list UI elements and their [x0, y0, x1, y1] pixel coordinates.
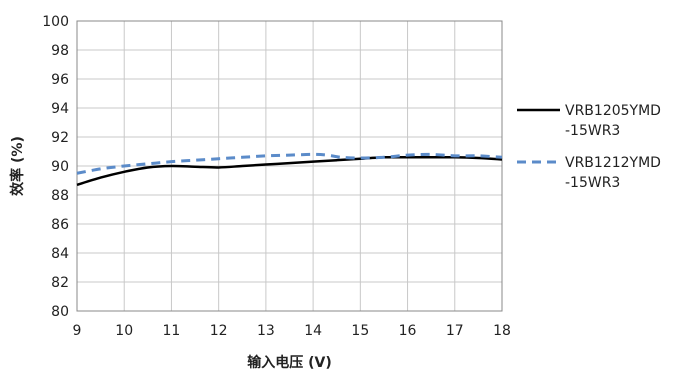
x-tick-label: 18 — [493, 323, 511, 339]
y-tick-label: 86 — [51, 217, 69, 233]
y-tick-label: 94 — [51, 101, 69, 117]
x-tick-label: 12 — [210, 323, 228, 339]
y-tick-label: 90 — [51, 159, 69, 175]
y-tick-label: 100 — [42, 14, 69, 30]
y-tick-label: 96 — [51, 72, 69, 88]
x-axis-title: 输入电压 (V) — [247, 354, 332, 371]
legend-label-2: VRB1212YMD -15WR3 — [565, 155, 661, 191]
plot-area-frame — [76, 20, 503, 312]
y-tick-label: 82 — [51, 275, 69, 291]
series-lines — [76, 152, 503, 187]
x-tick-label: 14 — [304, 323, 322, 339]
y-tick-label: 84 — [51, 246, 69, 262]
legend-label-line: VRB1205YMD — [565, 103, 661, 119]
legend-label-line: VRB1212YMD — [565, 155, 661, 171]
y-tick-label: 98 — [51, 43, 69, 59]
series-line-2 — [76, 152, 503, 175]
x-tick-label: 17 — [446, 323, 464, 339]
x-tick-label: 15 — [351, 323, 369, 339]
x-tick-label: 10 — [115, 323, 133, 339]
y-tick-label: 88 — [51, 188, 69, 204]
x-tick-label: 13 — [257, 323, 275, 339]
x-tick-label: 11 — [163, 323, 181, 339]
legend-label-line: -15WR3 — [565, 123, 620, 139]
legend: VRB1205YMD -15WR3 VRB1212YMD -15WR3 — [517, 103, 661, 191]
grid-lines — [76, 20, 503, 312]
y-tick-label: 92 — [51, 130, 69, 146]
y-axis-title: 效率 (%) — [9, 136, 26, 196]
series-line-1 — [76, 155, 503, 187]
x-axis-ticks: 9 10 11 12 13 14 15 16 17 18 — [73, 323, 511, 339]
legend-label-1: VRB1205YMD -15WR3 — [565, 103, 661, 139]
x-tick-label: 9 — [73, 323, 82, 339]
x-tick-label: 16 — [399, 323, 417, 339]
y-tick-label: 80 — [51, 304, 69, 320]
legend-label-line: -15WR3 — [565, 175, 620, 191]
y-axis-ticks: 80 82 84 86 88 90 92 94 96 98 100 — [42, 14, 69, 320]
